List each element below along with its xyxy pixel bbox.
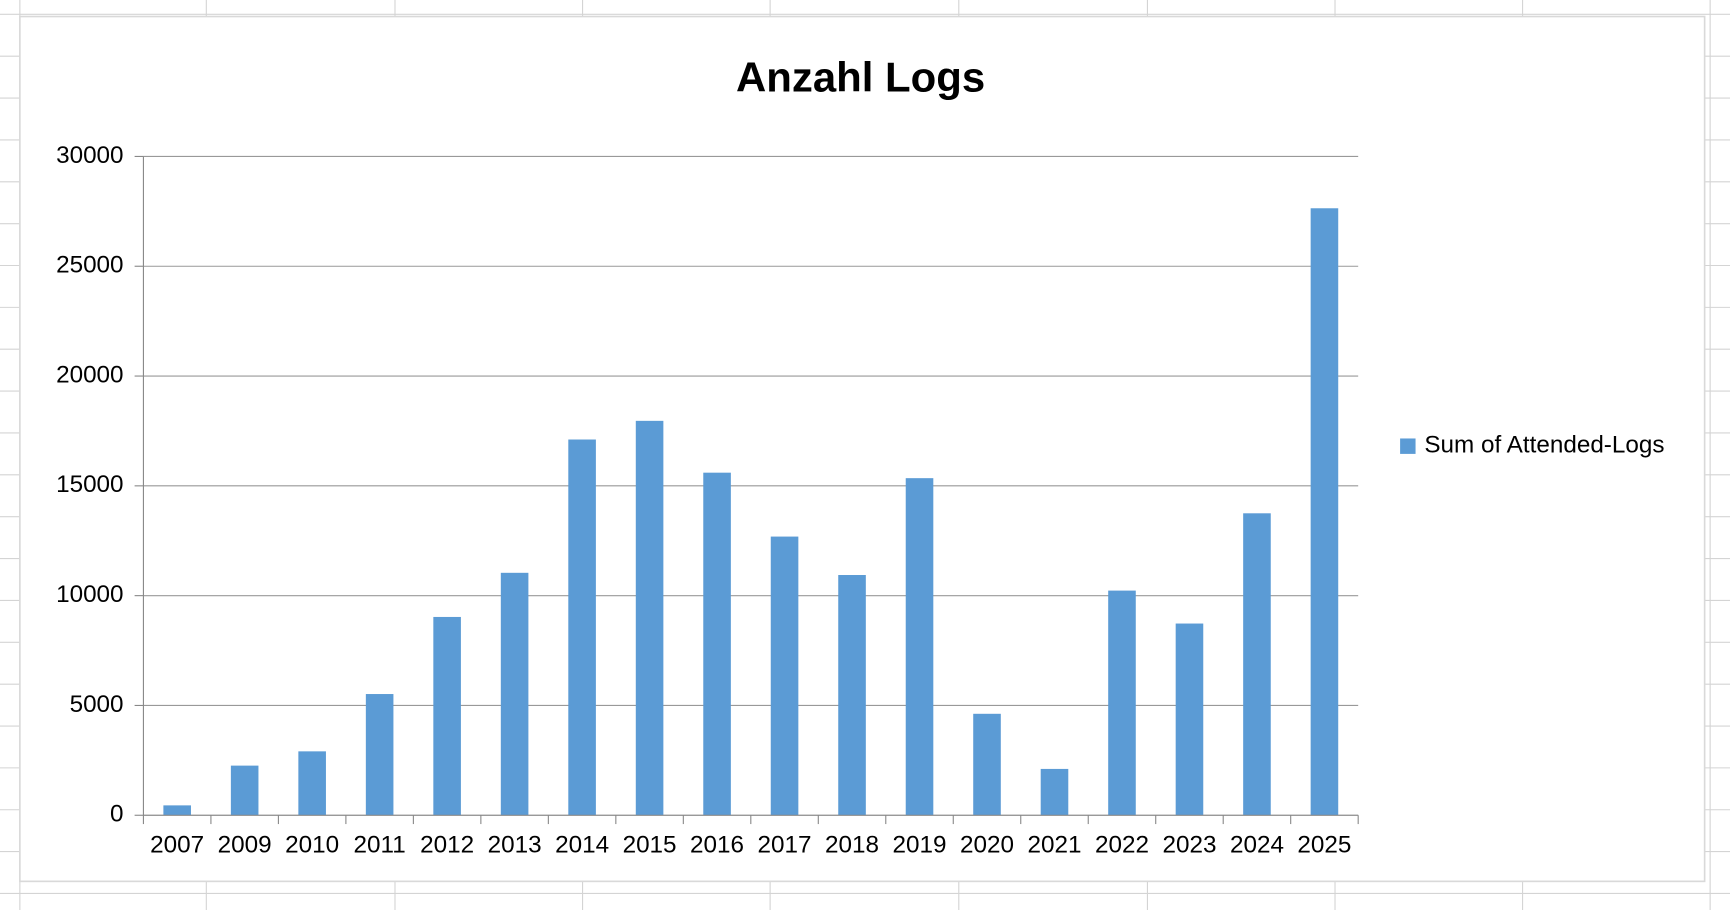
- x-tick-label: 2022: [1095, 832, 1149, 859]
- chart-title: Anzahl Logs: [736, 54, 985, 101]
- legend-label: Sum of Attended-Logs: [1424, 432, 1664, 459]
- bar: [703, 472, 731, 816]
- x-tick-label: 2013: [488, 832, 542, 859]
- x-tick-label: 2015: [623, 832, 677, 859]
- bar: [500, 572, 529, 816]
- bar: [1310, 208, 1339, 816]
- y-tick-label: 30000: [56, 142, 123, 169]
- x-tick-label: 2019: [893, 832, 947, 859]
- bar: [1175, 623, 1204, 816]
- bar: [1040, 768, 1069, 816]
- bar: [1108, 590, 1136, 816]
- bar: [905, 478, 934, 816]
- y-tick-label: 25000: [56, 252, 123, 279]
- x-tick-label: 2021: [1027, 832, 1081, 859]
- x-tick-label: 2011: [354, 832, 406, 859]
- x-tick-label: 2018: [825, 832, 879, 859]
- x-tick-label: 2010: [285, 832, 339, 859]
- x-tick-label: 2009: [218, 832, 272, 859]
- x-tick-label: 2007: [150, 832, 204, 859]
- bar: [973, 713, 1001, 816]
- bar: [635, 420, 664, 816]
- bar: [1243, 513, 1271, 816]
- bar: [433, 616, 461, 816]
- bar: [568, 439, 596, 816]
- x-tick-label: 2023: [1162, 832, 1216, 859]
- x-tick-label: 2017: [758, 832, 812, 859]
- y-tick-label: 15000: [56, 471, 123, 498]
- bar: [230, 765, 259, 816]
- bar: [163, 805, 191, 816]
- bar: [298, 751, 326, 816]
- bar: [838, 575, 866, 816]
- y-tick-label: 10000: [56, 581, 123, 608]
- x-tick-label: 2020: [960, 832, 1014, 859]
- bar: [770, 536, 799, 816]
- legend-swatch: [1400, 438, 1416, 454]
- x-tick-label: 2025: [1297, 832, 1351, 859]
- y-tick-label: 20000: [56, 361, 123, 388]
- x-tick-label: 2024: [1230, 832, 1284, 859]
- x-tick-label: 2014: [555, 832, 609, 859]
- x-tick-label: 2016: [690, 832, 744, 859]
- x-tick-label: 2012: [420, 832, 474, 859]
- y-tick-label: 5000: [70, 691, 124, 718]
- y-tick-label: 0: [110, 801, 124, 828]
- bar: [365, 694, 394, 816]
